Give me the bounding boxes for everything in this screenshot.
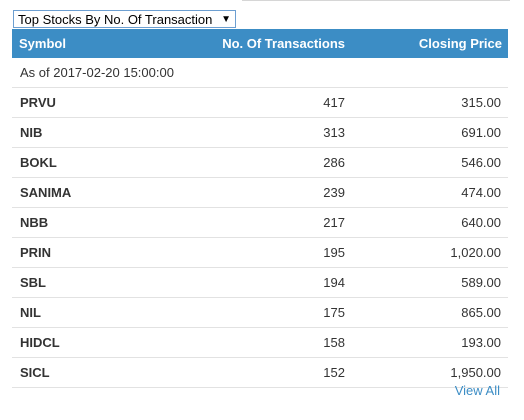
cell-symbol[interactable]: HIDCL	[20, 335, 60, 350]
as-of-timestamp: As of 2017-02-20 15:00:00	[12, 58, 508, 88]
view-all-link[interactable]: View All	[454, 383, 500, 398]
table-row: PRVU 417 315.00	[12, 88, 508, 118]
cell-closing-price: 640.00	[461, 215, 501, 230]
cell-closing-price: 315.00	[461, 95, 501, 110]
cell-symbol[interactable]: NIL	[20, 305, 41, 320]
cell-closing-price: 865.00	[461, 305, 501, 320]
cell-closing-price: 1,020.00	[450, 245, 501, 260]
cell-transactions: 195	[323, 245, 345, 260]
caret-down-icon: ▼	[221, 14, 231, 25]
header-symbol: Symbol	[19, 36, 66, 51]
cell-closing-price: 474.00	[461, 185, 501, 200]
cell-transactions: 286	[323, 155, 345, 170]
cell-transactions: 217	[323, 215, 345, 230]
cell-transactions: 175	[323, 305, 345, 320]
table-row: NBB 217 640.00	[12, 208, 508, 238]
cell-symbol[interactable]: NIB	[20, 125, 43, 140]
table-header: Symbol No. Of Transactions Closing Price	[12, 29, 508, 58]
top-divider	[242, 0, 510, 1]
cell-symbol[interactable]: SICL	[20, 365, 50, 380]
table-row: SBL 194 589.00	[12, 268, 508, 298]
cell-symbol[interactable]: PRVU	[20, 95, 56, 110]
cell-transactions: 152	[323, 365, 345, 380]
cell-transactions: 239	[323, 185, 345, 200]
table-row: BOKL 286 546.00	[12, 148, 508, 178]
cell-transactions: 313	[323, 125, 345, 140]
table-row: SICL 152 1,950.00	[12, 358, 508, 388]
top-stocks-table: Symbol No. Of Transactions Closing Price…	[12, 29, 508, 388]
header-closing-price: Closing Price	[418, 36, 502, 51]
cell-closing-price: 193.00	[461, 335, 501, 350]
cell-closing-price: 546.00	[461, 155, 501, 170]
cell-symbol[interactable]: PRIN	[20, 245, 52, 260]
table-row: SANIMA 239 474.00	[12, 178, 508, 208]
table-body: PRVU 417 315.00 NIB 313 691.00 BOKL 286 546.00 SA…	[12, 88, 508, 388]
table-row: NIL 175 865.00	[12, 298, 508, 328]
cell-closing-price: 589.00	[461, 275, 501, 290]
cell-transactions: 417	[323, 95, 345, 110]
cell-symbol[interactable]: SBL	[20, 275, 46, 290]
table-row: HIDCL 158 193.00	[12, 328, 508, 358]
stock-filter-dropdown[interactable]: Top Stocks By No. Of Transaction ▼	[13, 10, 236, 28]
table-row: PRIN 195 1,020.00	[12, 238, 508, 268]
cell-closing-price: 1,950.00	[450, 365, 501, 380]
cell-transactions: 194	[323, 275, 345, 290]
dropdown-selected-label: Top Stocks By No. Of Transaction	[18, 12, 213, 27]
cell-closing-price: 691.00	[461, 125, 501, 140]
cell-transactions: 158	[323, 335, 345, 350]
table-row: NIB 313 691.00	[12, 118, 508, 148]
header-transactions: No. Of Transactions	[222, 36, 345, 51]
cell-symbol[interactable]: SANIMA	[20, 185, 72, 200]
cell-symbol[interactable]: NBB	[20, 215, 49, 230]
cell-symbol[interactable]: BOKL	[20, 155, 57, 170]
